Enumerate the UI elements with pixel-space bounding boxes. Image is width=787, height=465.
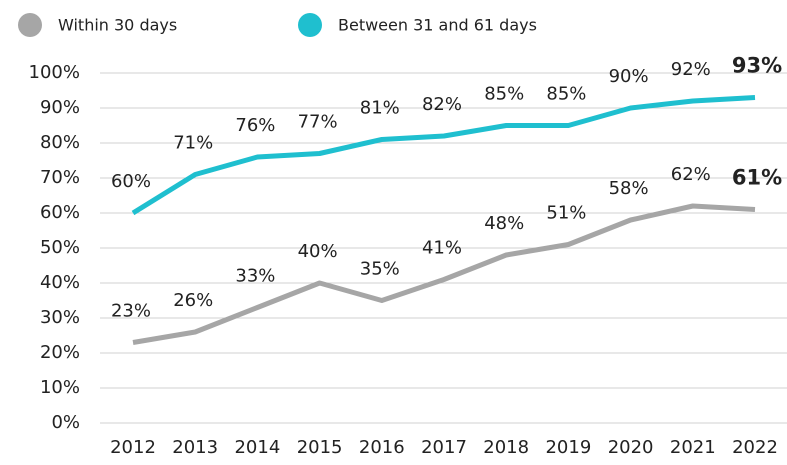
value-label: 58% <box>609 178 649 199</box>
y-tick-label: 50% <box>40 237 80 258</box>
x-tick-label: 2019 <box>545 437 591 458</box>
series-line <box>131 95 756 216</box>
y-tick-label: 20% <box>40 342 80 363</box>
value-label: 33% <box>235 266 275 287</box>
value-label: 77% <box>298 112 338 133</box>
x-tick-label: 2012 <box>110 437 156 458</box>
legend-swatch <box>298 13 322 37</box>
y-tick-label: 70% <box>40 167 80 188</box>
legend-swatch <box>18 13 42 37</box>
x-tick-label: 2020 <box>608 437 654 458</box>
y-tick-label: 90% <box>40 97 80 118</box>
x-tick-label: 2017 <box>421 437 467 458</box>
value-label: 85% <box>484 84 524 105</box>
value-label: 26% <box>173 290 213 311</box>
value-label: 35% <box>360 259 400 280</box>
value-label: 93% <box>732 54 782 78</box>
legend-label: Between 31 and 61 days <box>338 16 537 35</box>
value-label: 62% <box>671 164 711 185</box>
value-label: 48% <box>484 213 524 234</box>
y-tick-label: 100% <box>29 62 80 83</box>
value-label: 23% <box>111 301 151 322</box>
x-tick-label: 2015 <box>297 437 343 458</box>
value-label: 81% <box>360 98 400 119</box>
x-tick-label: 2016 <box>359 437 405 458</box>
legend-label: Within 30 days <box>58 16 177 35</box>
y-tick-label: 10% <box>40 377 80 398</box>
value-label: 40% <box>298 241 338 262</box>
value-label: 61% <box>732 166 782 190</box>
x-tick-label: 2018 <box>483 437 529 458</box>
value-label: 71% <box>173 133 213 154</box>
x-tick-label: 2014 <box>234 437 280 458</box>
value-label: 85% <box>546 84 586 105</box>
value-label: 92% <box>671 59 711 80</box>
value-label: 60% <box>111 171 151 192</box>
value-label: 51% <box>546 203 586 224</box>
value-label: 90% <box>609 66 649 87</box>
value-label: 82% <box>422 94 462 115</box>
x-tick-label: 2022 <box>732 437 778 458</box>
value-label: 76% <box>235 115 275 136</box>
x-tick-label: 2021 <box>670 437 716 458</box>
value-label: 41% <box>422 238 462 259</box>
y-tick-label: 40% <box>40 272 80 293</box>
y-tick-label: 0% <box>51 412 80 433</box>
x-tick-label: 2013 <box>172 437 218 458</box>
y-tick-label: 80% <box>40 132 80 153</box>
series-line <box>132 203 756 345</box>
y-tick-label: 30% <box>40 307 80 328</box>
y-tick-label: 60% <box>40 202 80 223</box>
